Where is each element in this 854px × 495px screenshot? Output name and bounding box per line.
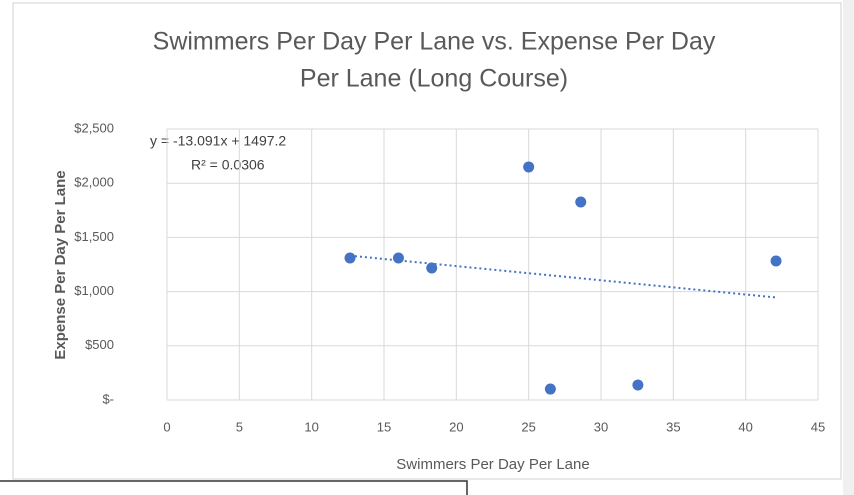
x-axis-label: Swimmers Per Day Per Lane — [396, 456, 589, 473]
x-tick-label: 40 — [738, 419, 752, 434]
x-tick-label: 5 — [236, 419, 243, 434]
y-axis-label: Expense Per Day Per Lane — [52, 170, 69, 359]
data-point — [344, 252, 356, 264]
data-point — [523, 161, 535, 173]
trendline-r-squared: R² = 0.0306 — [191, 157, 265, 173]
data-point — [426, 262, 438, 274]
chart-title: Per Lane (Long Course) — [300, 65, 568, 93]
trendline-equation: y = -13.091x + 1497.2 — [150, 133, 286, 149]
data-point — [632, 379, 644, 391]
x-tick-label: 20 — [449, 419, 463, 434]
x-tick-label: 45 — [811, 419, 825, 434]
data-point — [575, 196, 587, 208]
data-point — [770, 255, 782, 267]
y-tick-label: $2,000 — [74, 175, 114, 190]
data-point — [392, 252, 404, 264]
data-point — [544, 383, 556, 395]
chart-title: Swimmers Per Day Per Lane vs. Expense Pe… — [153, 28, 716, 56]
y-tick-label: $500 — [85, 337, 114, 352]
trendline — [349, 254, 777, 299]
x-tick-label: 30 — [594, 419, 608, 434]
y-tick-label: $1,000 — [74, 283, 114, 298]
x-tick-label: 25 — [521, 419, 535, 434]
x-tick-label: 35 — [666, 419, 680, 434]
y-tick-label: $1,500 — [74, 229, 114, 244]
x-tick-label: 10 — [304, 419, 318, 434]
x-tick-label: 15 — [377, 419, 391, 434]
y-tick-label: $2,500 — [74, 120, 114, 135]
y-tick-label: $- — [102, 391, 114, 406]
side-panel — [843, 0, 854, 495]
x-tick-label: 0 — [163, 419, 170, 434]
overlay-box — [0, 480, 468, 495]
